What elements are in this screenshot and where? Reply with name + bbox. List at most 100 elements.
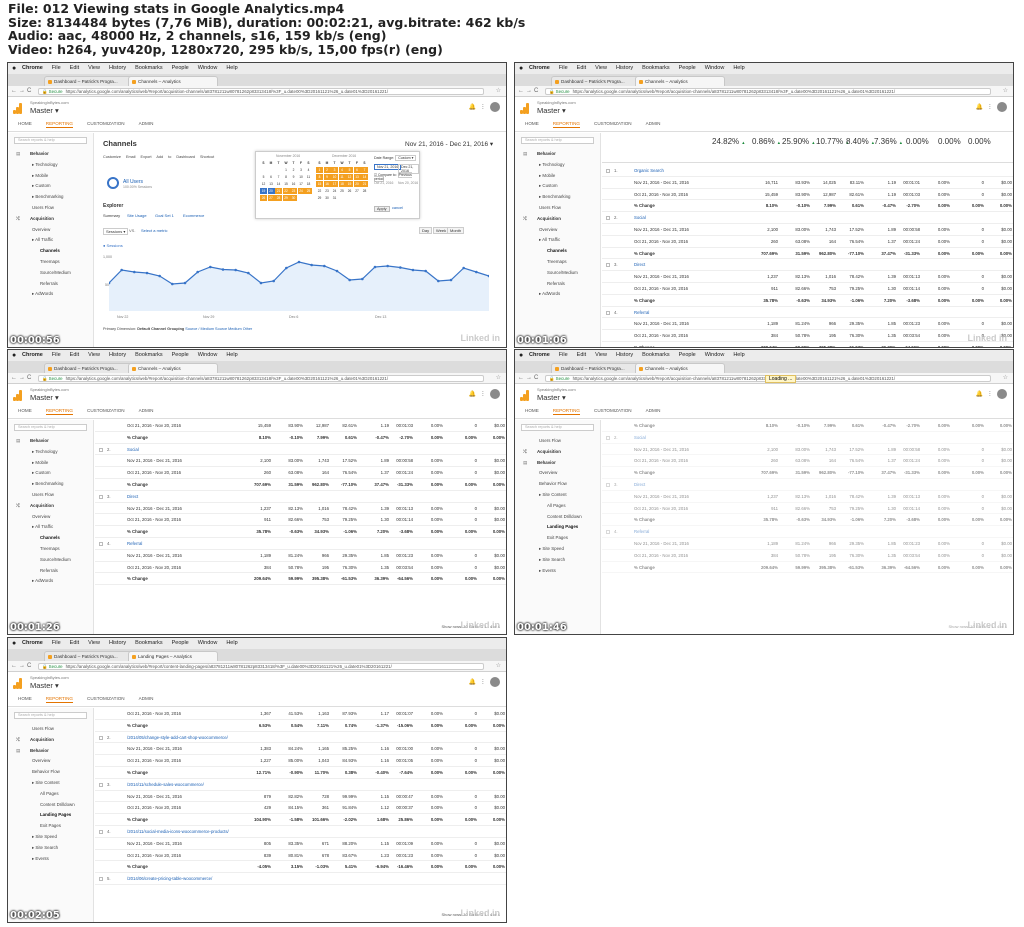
calendar-day[interactable]: 12 bbox=[261, 182, 266, 186]
menu-item[interactable]: File bbox=[51, 65, 61, 71]
subtab-summary[interactable]: Summary bbox=[103, 213, 121, 218]
calendar-day[interactable]: 5 bbox=[262, 175, 265, 179]
row-checkbox[interactable] bbox=[99, 829, 103, 834]
sidebar-item-technology[interactable]: ▸ Technology bbox=[32, 161, 58, 167]
bookmark-star-icon[interactable]: ☆ bbox=[1002, 375, 1008, 381]
row-checkbox[interactable] bbox=[99, 877, 103, 882]
sessions-point[interactable] bbox=[373, 265, 377, 269]
sidebar-item-site-speed[interactable]: ▸ Site Speed bbox=[539, 545, 564, 551]
bookmark-star-icon[interactable]: ☆ bbox=[495, 663, 501, 669]
date-picker-popup[interactable]: November 2016 December 2016 S M T W T F S 1 2 3 4 5 6 7… bbox=[255, 151, 420, 219]
url-field[interactable]: 🔒 Secure https://analytics.google.com/ana… bbox=[38, 375, 484, 382]
calendar-day[interactable]: 27 bbox=[355, 189, 359, 193]
calendar-day[interactable]: 1 bbox=[285, 168, 287, 172]
sessions-point[interactable] bbox=[285, 266, 288, 270]
calendar-day[interactable]: 27 bbox=[267, 195, 275, 201]
sidebar-item-benchmarking[interactable]: ▸ Benchmarking bbox=[539, 194, 571, 200]
sidebar-item-behavior[interactable]: ▤ Behavior bbox=[515, 149, 600, 160]
sidebar-item-custom[interactable]: ▸ Custom bbox=[539, 183, 558, 189]
menu-item[interactable]: Edit bbox=[69, 352, 80, 358]
sidebar-item-landing-pages[interactable]: Landing Pages bbox=[40, 812, 72, 818]
menu-item[interactable]: File bbox=[558, 352, 568, 358]
sessions-point[interactable] bbox=[437, 279, 440, 283]
sidebar-item-source-medium[interactable]: Source/Medium bbox=[40, 556, 71, 562]
property-selector[interactable]: Master ▾ bbox=[30, 106, 59, 115]
tab-analytics-report[interactable]: Channels – Analytics bbox=[128, 76, 218, 86]
sessions-point[interactable] bbox=[424, 269, 427, 273]
nav-admin[interactable]: ADMIN bbox=[138, 696, 154, 701]
sidebar-item-all-traffic[interactable]: ▸ All Traffic bbox=[32, 237, 54, 243]
sidebar-item-content-drilldown[interactable]: Content Drilldown bbox=[547, 513, 582, 519]
sessions-point[interactable] bbox=[348, 278, 351, 282]
nav-customization[interactable]: CUSTOMIZATION bbox=[87, 121, 125, 126]
nav-home[interactable]: HOME bbox=[525, 408, 539, 413]
bookmark-star-icon[interactable]: ☆ bbox=[1002, 88, 1008, 94]
calendar-day[interactable]: 26 bbox=[347, 189, 352, 193]
avatar[interactable] bbox=[490, 389, 500, 399]
segment-name[interactable]: All Users bbox=[123, 179, 144, 185]
url-field[interactable]: 🔒 Secure https://analytics.google.com/ana… bbox=[38, 663, 484, 670]
calendar-day[interactable]: 9 bbox=[292, 175, 295, 179]
row-dimension-link[interactable]: Social bbox=[634, 215, 646, 221]
granularity-day[interactable]: Day bbox=[419, 227, 433, 234]
sessions-point[interactable] bbox=[297, 260, 301, 264]
calendar-day[interactable]: 7 bbox=[361, 167, 368, 173]
date-range-picker[interactable]: Nov 21, 2016 - Dec 21, 2016 ▾ bbox=[405, 141, 494, 148]
calendar-day[interactable]: 17 bbox=[299, 182, 303, 186]
bell-icon[interactable]: 🔔 bbox=[468, 679, 480, 686]
sidebar-item-adwords[interactable]: ▸ AdWords bbox=[32, 578, 54, 584]
sessions-point[interactable] bbox=[361, 277, 364, 281]
sidebar-item-users-flow[interactable]: Users Flow bbox=[539, 438, 561, 443]
sessions-point[interactable] bbox=[335, 269, 339, 273]
tab-dashboard[interactable]: Dashboard – Patrick's Progra... bbox=[551, 76, 641, 86]
bell-icon[interactable]: 🔔 bbox=[975, 391, 987, 398]
table-pager[interactable]: Show rows: 10 Go to: 1 1 - 4 of 4 bbox=[441, 912, 500, 917]
calendar-day[interactable]: 15 bbox=[284, 182, 288, 186]
more-icon[interactable]: ⋮ bbox=[987, 391, 997, 398]
calendar-day[interactable]: 29 bbox=[282, 195, 290, 201]
search-reports-input[interactable]: Search reports & help bbox=[521, 137, 594, 144]
sidebar-item-source-medium[interactable]: Source/Medium bbox=[40, 269, 71, 275]
row-checkbox[interactable] bbox=[606, 530, 610, 535]
sidebar-item-users-flow[interactable]: Users Flow bbox=[32, 204, 54, 210]
sessions-point[interactable] bbox=[171, 282, 174, 286]
sidebar-item-exit-pages[interactable]: Exit Pages bbox=[547, 535, 568, 541]
menu-item[interactable]: File bbox=[558, 65, 568, 71]
calendar-day[interactable]: 3 bbox=[300, 168, 302, 172]
calendar-day[interactable]: 13 bbox=[353, 174, 361, 180]
row-dimension-link[interactable]: Referral bbox=[634, 309, 650, 315]
menu-item[interactable]: File bbox=[51, 352, 61, 358]
menu-item[interactable]: Edit bbox=[69, 65, 80, 71]
calendar-day[interactable]: 22 bbox=[317, 189, 322, 193]
sidebar-item-technology[interactable]: ▸ Technology bbox=[539, 161, 565, 167]
menu-item[interactable]: View bbox=[595, 65, 607, 71]
calendar-day[interactable]: 10 bbox=[331, 174, 338, 180]
menu-item[interactable]: Chrome bbox=[22, 65, 43, 71]
row-checkbox[interactable] bbox=[606, 263, 610, 268]
row-dimension-link[interactable]: Social bbox=[634, 434, 646, 440]
sessions-point[interactable] bbox=[259, 281, 263, 285]
menu-item[interactable]: History bbox=[108, 640, 127, 646]
search-reports-input[interactable]: Search reports & help bbox=[14, 424, 87, 431]
row-checkbox[interactable] bbox=[606, 216, 610, 221]
search-reports-input[interactable]: Search reports & help bbox=[14, 137, 87, 144]
calendar-day[interactable]: 19 bbox=[346, 181, 353, 187]
sidebar-item-custom[interactable]: ▸ Custom bbox=[32, 183, 51, 189]
sidebar-item-adwords[interactable]: ▸ AdWords bbox=[539, 291, 561, 297]
more-icon[interactable]: ⋮ bbox=[480, 391, 490, 398]
sidebar-item-treemaps[interactable]: Treemaps bbox=[40, 545, 60, 551]
nav-reporting[interactable]: REPORTING bbox=[552, 408, 581, 415]
menu-item[interactable]: Help bbox=[733, 65, 745, 71]
sessions-point[interactable] bbox=[247, 271, 250, 275]
avatar[interactable] bbox=[997, 389, 1007, 399]
date-from-input[interactable]: Nov 21, 2016 bbox=[374, 164, 402, 170]
nav-buttons-icon[interactable]: ←→C bbox=[11, 663, 34, 669]
calendar-day[interactable]: 24 bbox=[297, 188, 305, 194]
nav-admin[interactable]: ADMIN bbox=[645, 408, 661, 413]
calendar-day[interactable]: 15 bbox=[316, 181, 323, 187]
more-icon[interactable]: ⋮ bbox=[480, 104, 490, 111]
sidebar-item-site-content[interactable]: ▸ Site Content bbox=[32, 779, 60, 785]
nav-reporting[interactable]: REPORTING bbox=[45, 696, 74, 703]
calendar-day[interactable]: 17 bbox=[331, 181, 338, 187]
nav-reporting[interactable]: REPORTING bbox=[45, 121, 74, 128]
